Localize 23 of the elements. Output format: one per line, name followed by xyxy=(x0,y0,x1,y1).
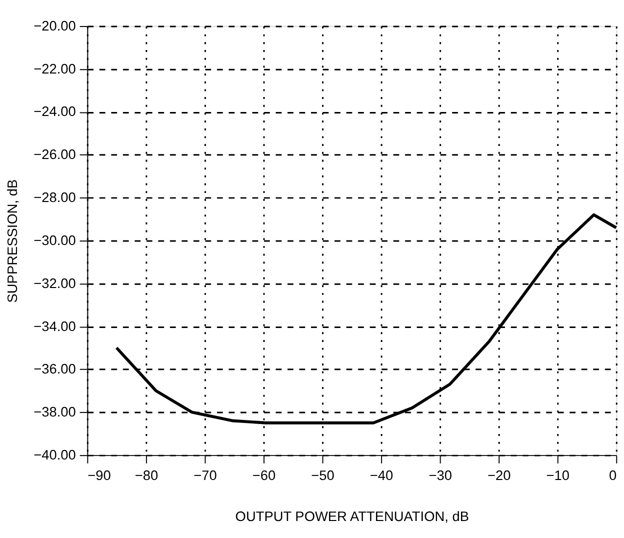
x-tick-label: −10 xyxy=(546,468,570,484)
y-tick-label: −34.00 xyxy=(34,318,76,334)
x-tick-label: −70 xyxy=(194,468,218,484)
y-tick-label: −36.00 xyxy=(34,362,76,377)
y-tick-label: −28.00 xyxy=(34,190,76,206)
x-tick-label: 0 xyxy=(609,468,618,484)
x-tick-label: −80 xyxy=(134,468,158,484)
x-tick-label: −30 xyxy=(428,468,452,484)
y-tick-label: −22.00 xyxy=(34,61,76,76)
y-tick-label: −24.00 xyxy=(34,104,76,120)
x-tick-label: −40 xyxy=(370,468,394,484)
x-tick-label: −90 xyxy=(88,468,112,484)
y-tick-label: −30.00 xyxy=(34,232,76,248)
y-tick-label: −26.00 xyxy=(34,147,76,162)
y-tick-label: −32.00 xyxy=(34,276,76,291)
y-tick-label: −40.00 xyxy=(34,447,76,462)
x-axis-title: OUTPUT POWER ATTENUATION, dB xyxy=(235,509,470,524)
x-tick-label: −50 xyxy=(311,468,335,484)
y-axis-title: SUPPRESSION, dB xyxy=(4,179,20,303)
x-tick-label: −20 xyxy=(487,468,512,484)
x-tick-label: −60 xyxy=(252,468,276,484)
y-tick-label: −38.00 xyxy=(34,404,76,420)
y-tick-label: −20.00 xyxy=(34,18,76,34)
